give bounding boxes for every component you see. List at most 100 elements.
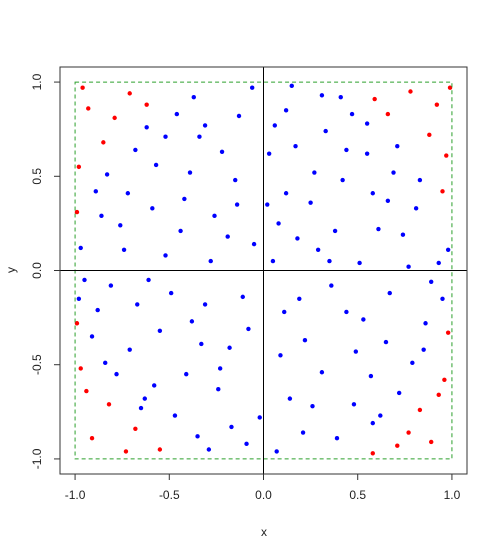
point: [127, 91, 132, 96]
point: [157, 447, 163, 452]
y-tick-label: -0.5: [30, 354, 44, 375]
point: [289, 83, 294, 89]
point: [216, 387, 221, 392]
point: [272, 123, 278, 128]
point: [283, 191, 289, 196]
point: [195, 434, 200, 439]
point: [421, 347, 426, 352]
point: [234, 202, 240, 207]
point: [396, 390, 402, 396]
plot-frame: [59, 66, 468, 475]
point: [172, 413, 178, 418]
y-tick-label: 0.5: [30, 168, 44, 185]
point: [163, 253, 168, 258]
point: [236, 113, 242, 119]
point: [376, 226, 381, 232]
point: [440, 296, 445, 301]
point: [251, 241, 257, 247]
point: [351, 402, 357, 407]
point: [249, 85, 255, 90]
point: [329, 283, 334, 288]
point: [387, 290, 392, 296]
point: [187, 170, 193, 175]
point: [123, 449, 129, 454]
x-tick-label: -1.0: [65, 488, 86, 502]
x-tick-label: 1.0: [444, 488, 461, 502]
point: [300, 430, 306, 435]
y-tick-label: 1.0: [30, 73, 44, 90]
point: [144, 102, 149, 107]
point: [440, 189, 445, 194]
point: [338, 94, 343, 100]
point: [270, 258, 276, 264]
point: [391, 170, 396, 175]
point: [225, 234, 230, 239]
point: [202, 302, 208, 307]
point: [199, 341, 204, 347]
point: [135, 302, 140, 307]
point: [445, 247, 451, 252]
point: [121, 247, 127, 252]
point: [182, 196, 187, 202]
point: [246, 326, 251, 332]
point: [229, 424, 234, 430]
point: [89, 435, 95, 441]
point: [349, 111, 355, 117]
point: [274, 449, 279, 454]
point: [406, 430, 411, 435]
point: [312, 170, 317, 175]
point: [80, 85, 85, 90]
point: [244, 441, 249, 447]
x-tick-label: 0.0: [255, 488, 272, 502]
point: [276, 221, 281, 226]
point: [310, 403, 315, 409]
point: [197, 134, 202, 139]
point: [344, 309, 349, 315]
point: [417, 407, 423, 413]
point: [364, 151, 370, 156]
point: [332, 228, 338, 234]
point: [84, 388, 89, 394]
point: [163, 134, 168, 139]
point: [340, 177, 345, 183]
point: [184, 371, 189, 377]
point: [150, 206, 155, 211]
point: [442, 377, 447, 382]
point: [202, 123, 208, 128]
point: [293, 143, 298, 149]
point: [112, 115, 117, 121]
point: [127, 347, 132, 352]
point: [361, 317, 366, 322]
point: [385, 198, 391, 203]
point: [106, 402, 112, 407]
point: [89, 334, 95, 339]
point: [444, 153, 449, 158]
point: [240, 294, 245, 300]
point: [295, 236, 300, 241]
point: [406, 264, 411, 269]
point: [327, 258, 332, 264]
point: [125, 191, 131, 196]
point: [93, 189, 99, 194]
point: [364, 121, 370, 126]
point: [118, 223, 123, 228]
point: [353, 349, 359, 354]
point: [189, 319, 195, 324]
point: [278, 353, 283, 358]
point: [395, 143, 400, 149]
point: [74, 209, 80, 215]
point: [319, 93, 325, 98]
point: [101, 140, 106, 145]
point: [417, 177, 423, 183]
y-axis-label: y: [4, 267, 18, 273]
point: [400, 232, 406, 237]
point: [434, 102, 440, 107]
point: [138, 405, 144, 411]
point: [208, 258, 213, 264]
point: [315, 247, 321, 252]
point: [427, 132, 432, 138]
point: [344, 147, 349, 153]
point: [319, 370, 325, 375]
point: [368, 373, 374, 379]
